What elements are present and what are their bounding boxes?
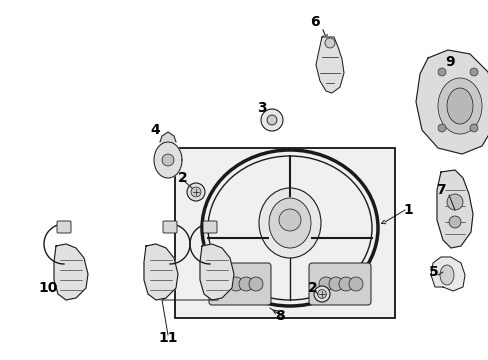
- Polygon shape: [160, 132, 176, 142]
- Polygon shape: [154, 142, 182, 178]
- Text: 6: 6: [309, 15, 319, 29]
- Circle shape: [348, 277, 362, 291]
- Circle shape: [191, 187, 201, 197]
- Circle shape: [228, 277, 243, 291]
- Polygon shape: [143, 244, 178, 300]
- Circle shape: [469, 68, 477, 76]
- Circle shape: [318, 277, 332, 291]
- Circle shape: [313, 286, 329, 302]
- Circle shape: [437, 124, 445, 132]
- Circle shape: [437, 68, 445, 76]
- Polygon shape: [315, 37, 343, 93]
- Circle shape: [162, 154, 174, 166]
- Text: 3: 3: [257, 101, 266, 115]
- Ellipse shape: [268, 198, 310, 248]
- Ellipse shape: [279, 209, 301, 231]
- Circle shape: [338, 277, 352, 291]
- Circle shape: [219, 277, 232, 291]
- Text: 9: 9: [444, 55, 454, 69]
- Circle shape: [266, 115, 276, 125]
- Ellipse shape: [439, 265, 453, 285]
- Circle shape: [328, 277, 342, 291]
- Polygon shape: [54, 244, 88, 300]
- Text: 2: 2: [307, 281, 317, 295]
- FancyBboxPatch shape: [203, 221, 217, 233]
- Circle shape: [325, 38, 334, 48]
- Polygon shape: [200, 244, 234, 300]
- Text: 4: 4: [150, 123, 160, 137]
- Text: 10: 10: [38, 281, 58, 295]
- Text: 2: 2: [178, 171, 187, 185]
- Text: 8: 8: [275, 309, 285, 323]
- Circle shape: [446, 194, 462, 210]
- Circle shape: [186, 183, 204, 201]
- Ellipse shape: [446, 88, 472, 124]
- Circle shape: [261, 109, 283, 131]
- FancyBboxPatch shape: [208, 263, 270, 305]
- FancyBboxPatch shape: [163, 221, 177, 233]
- Polygon shape: [436, 170, 472, 248]
- Circle shape: [248, 277, 263, 291]
- Polygon shape: [415, 50, 488, 154]
- Circle shape: [448, 216, 460, 228]
- FancyBboxPatch shape: [308, 263, 370, 305]
- Circle shape: [239, 277, 252, 291]
- Polygon shape: [430, 257, 464, 291]
- Circle shape: [469, 124, 477, 132]
- Text: 7: 7: [435, 183, 445, 197]
- Text: 1: 1: [402, 203, 412, 217]
- Text: 11: 11: [158, 331, 177, 345]
- Text: 5: 5: [428, 265, 438, 279]
- Circle shape: [317, 289, 325, 298]
- Ellipse shape: [259, 188, 320, 258]
- FancyBboxPatch shape: [57, 221, 71, 233]
- Ellipse shape: [437, 78, 481, 134]
- Bar: [175, 148, 394, 318]
